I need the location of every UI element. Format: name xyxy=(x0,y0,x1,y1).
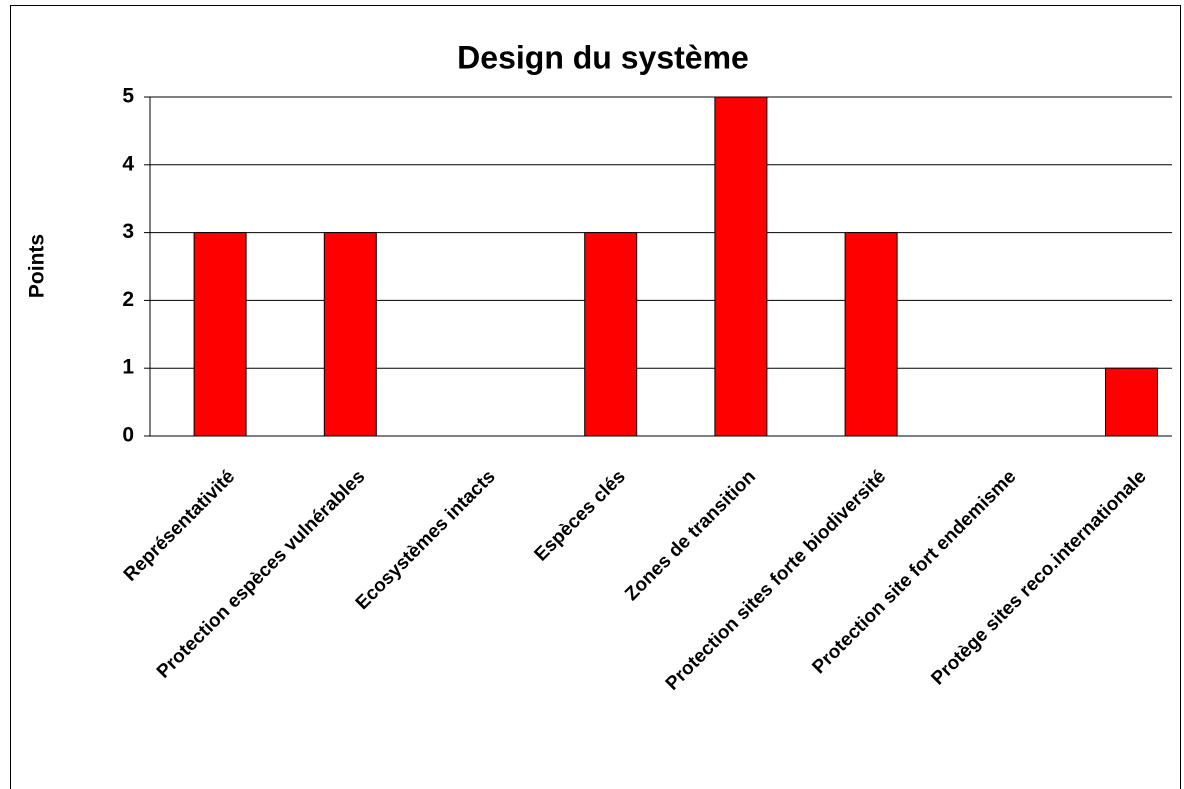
bar xyxy=(1105,367,1158,437)
bar xyxy=(714,96,768,437)
y-tick-label: 3 xyxy=(122,220,134,243)
bar xyxy=(844,232,898,437)
y-tick-label: 2 xyxy=(122,288,134,311)
y-axis-label: Points xyxy=(26,234,49,298)
y-tick-label: 5 xyxy=(122,85,134,108)
chart-title: Design du système xyxy=(457,39,749,75)
y-tick-label: 4 xyxy=(122,152,134,175)
bar xyxy=(323,232,377,437)
bar xyxy=(193,232,247,437)
bar xyxy=(584,232,638,437)
y-tick-label: 1 xyxy=(122,356,134,379)
y-tick-label: 0 xyxy=(122,424,134,447)
